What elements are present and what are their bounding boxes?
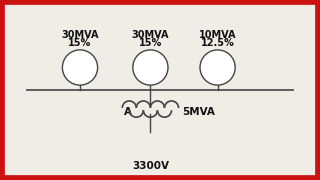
Ellipse shape: [133, 50, 168, 85]
Text: 5MVA: 5MVA: [182, 107, 215, 117]
Text: A: A: [124, 107, 132, 117]
Text: 10MVA: 10MVA: [199, 30, 236, 40]
Text: 3300V: 3300V: [132, 161, 169, 171]
Text: 15%: 15%: [68, 38, 92, 48]
Text: 12.5%: 12.5%: [201, 38, 235, 48]
Text: 30MVA: 30MVA: [132, 30, 169, 40]
Text: 30MVA: 30MVA: [61, 30, 99, 40]
Ellipse shape: [62, 50, 98, 85]
Text: 15%: 15%: [139, 38, 162, 48]
Ellipse shape: [200, 50, 235, 85]
